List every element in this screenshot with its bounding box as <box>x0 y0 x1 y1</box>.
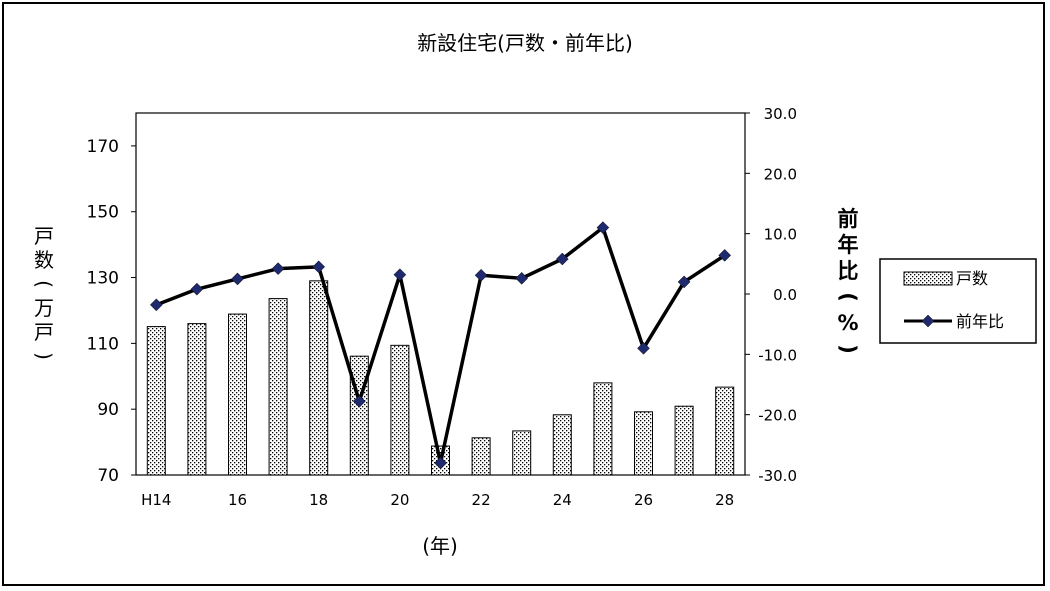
bar <box>187 323 207 476</box>
bar <box>634 411 653 476</box>
line-point <box>271 262 285 276</box>
left-axis: 70 90 110 130 150 170 <box>87 137 136 486</box>
x-tick-label: 16 <box>228 491 247 509</box>
right-axis: 30.0 20.0 10.0 0.0 -10.0 -20.0 -30.0 <box>745 105 797 485</box>
line-point <box>637 341 650 355</box>
line-point <box>434 456 447 470</box>
legend-bar-swatch <box>903 271 953 286</box>
x-tick-label: H14 <box>141 491 171 509</box>
plot-area <box>135 112 746 476</box>
right-tick-label: 10.0 <box>764 226 797 244</box>
bar <box>349 355 369 476</box>
bar-series <box>146 280 735 476</box>
bar <box>228 313 247 476</box>
line-point <box>555 252 569 266</box>
left-tick-label: 130 <box>87 269 119 289</box>
x-tick-label: 22 <box>472 491 491 509</box>
legend-label-bars: 戸数 <box>956 269 988 288</box>
bar <box>390 344 410 476</box>
chart-title: 新設住宅(戸数・前年比) <box>417 31 633 55</box>
left-tick-label: 110 <box>87 334 119 354</box>
right-axis-title: 前年比 (%) <box>836 207 860 354</box>
left-axis-title-char: ( <box>32 280 56 288</box>
line-point <box>596 221 610 234</box>
x-axis-title: (年) <box>422 534 458 558</box>
right-tick-label: 0.0 <box>773 286 797 304</box>
line-series <box>149 221 732 470</box>
legend-label-line: 前年比 <box>956 312 1004 331</box>
bar <box>471 437 491 476</box>
right-axis-title-char: ) <box>836 344 860 354</box>
bar <box>674 405 694 476</box>
line-point <box>149 298 163 312</box>
left-axis-title-char: 万 <box>34 296 54 320</box>
line-point <box>718 249 732 262</box>
right-tick-label: 20.0 <box>764 165 797 183</box>
bar <box>552 414 572 476</box>
left-axis-title: 戸数(万戸) <box>32 224 56 360</box>
line-point <box>515 271 529 285</box>
left-axis-title-char: ) <box>32 352 56 360</box>
right-axis-title-char: 比 <box>838 259 859 283</box>
right-axis-title-char: % <box>837 311 858 335</box>
right-tick-label: -30.0 <box>758 467 797 485</box>
line-point <box>312 260 326 274</box>
left-tick-label: 170 <box>87 137 119 157</box>
bar <box>309 280 329 476</box>
left-axis-title-char: 戸 <box>34 320 54 344</box>
x-tick-label: 20 <box>390 491 409 509</box>
right-tick-label: 30.0 <box>764 105 797 123</box>
left-tick-label: 150 <box>87 203 119 223</box>
left-axis-title-char: 数 <box>34 248 54 272</box>
line-point <box>190 282 204 296</box>
line-point <box>352 395 366 408</box>
right-axis-title-char: 年 <box>838 233 859 257</box>
x-tick-label: 24 <box>553 491 572 509</box>
right-axis-title-char: ( <box>836 292 860 302</box>
x-tick-label: 26 <box>634 491 653 509</box>
bar <box>268 298 288 476</box>
line-point <box>393 268 407 282</box>
bar <box>593 382 613 476</box>
bar <box>146 326 166 476</box>
x-tick-label: 18 <box>309 491 328 509</box>
right-tick-label: -20.0 <box>758 407 797 425</box>
left-tick-label: 70 <box>97 466 119 486</box>
right-axis-title-char: 前 <box>838 207 859 231</box>
line-point <box>677 275 691 289</box>
left-tick-label: 90 <box>97 400 119 420</box>
left-axis-title-char: 戸 <box>34 224 54 248</box>
legend-marker-icon <box>921 314 935 328</box>
line-point <box>474 268 488 282</box>
line-point <box>231 272 244 286</box>
bar <box>512 430 532 476</box>
x-axis: H14 16 18 20 22 24 26 28 <box>141 491 734 509</box>
bar <box>715 386 735 476</box>
x-tick-label: 28 <box>715 491 734 509</box>
right-tick-label: -10.0 <box>758 346 797 364</box>
legend: 戸数 前年比 <box>879 258 1037 344</box>
